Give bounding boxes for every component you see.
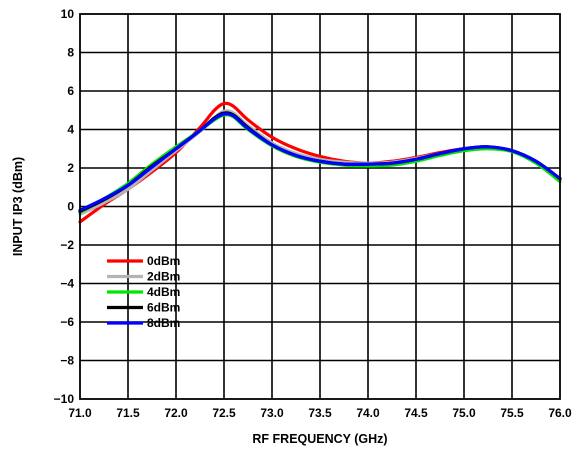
y-axis-title: INPUT IP3 (dBm) <box>11 157 25 256</box>
x-tick-label: 75.5 <box>500 406 524 420</box>
y-tick-label: 0 <box>67 200 74 214</box>
legend-label-0dBm: 0dBm <box>147 254 180 268</box>
y-tick-label: 4 <box>67 123 74 137</box>
x-tick-label: 72.5 <box>212 406 236 420</box>
x-tick-label: 75.0 <box>452 406 476 420</box>
x-axis-title: RF FREQUENCY (GHz) <box>252 432 387 446</box>
legend-label-6dBm: 6dBm <box>147 301 180 315</box>
x-tick-label: 73.0 <box>260 406 284 420</box>
y-tick-label: −6 <box>60 315 74 329</box>
y-tick-label: 8 <box>67 46 74 60</box>
plot-frame <box>79 13 561 400</box>
x-axis-tick-labels: 71.0 71.5 72.0 72.5 73.0 73.5 74.0 74.5 75.0 75.5… <box>68 406 572 420</box>
y-tick-label: 2 <box>67 161 74 175</box>
series-line-8dBm <box>78 112 562 212</box>
legend-label-8dBm: 8dBm <box>147 316 180 330</box>
y-tick-label: −8 <box>60 354 74 368</box>
legend-label-4dBm: 4dBm <box>147 285 180 299</box>
legend-label-2dBm: 2dBm <box>147 270 180 284</box>
x-tick-label: 72.0 <box>164 406 188 420</box>
y-tick-label: 6 <box>67 84 74 98</box>
x-tick-label: 73.5 <box>308 406 332 420</box>
x-tick-label: 74.0 <box>356 406 380 420</box>
x-tick-label: 76.0 <box>548 406 572 420</box>
grid <box>80 14 560 399</box>
y-tick-label: −10 <box>54 392 75 406</box>
x-tick-label: 71.0 <box>68 406 92 420</box>
series-lines <box>78 101 562 224</box>
y-tick-label: 10 <box>61 7 75 21</box>
y-tick-label: −4 <box>60 277 74 291</box>
y-tick-label: −2 <box>60 238 74 252</box>
x-tick-label: 74.5 <box>404 406 428 420</box>
y-axis-tick-labels: 10 8 6 4 2 0 −2 −4 −6 −8 −10 <box>54 7 75 406</box>
x-tick-label: 71.5 <box>116 406 140 420</box>
